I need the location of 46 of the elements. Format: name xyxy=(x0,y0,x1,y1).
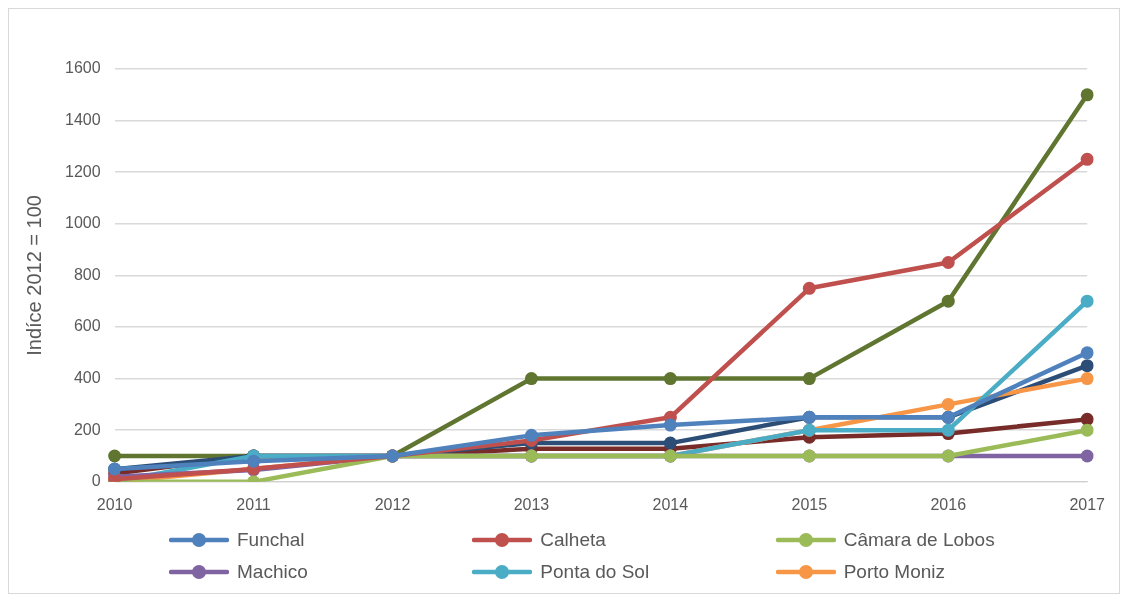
x-tick-label: 2014 xyxy=(652,495,689,513)
x-tick-label: 2015 xyxy=(791,495,828,513)
y-tick-label: 1600 xyxy=(65,59,101,77)
y-tick-label: 1400 xyxy=(65,111,101,129)
point xyxy=(941,256,955,269)
point xyxy=(1080,294,1094,308)
x-tick-label: 2011 xyxy=(236,495,271,513)
x-tick-label: 2012 xyxy=(374,495,411,513)
point xyxy=(1080,152,1094,166)
y-tick-label: 400 xyxy=(73,369,101,387)
point xyxy=(524,372,538,386)
x-tick-label: 2017 xyxy=(1069,495,1106,513)
point xyxy=(1080,449,1094,463)
y-tick-label: 1200 xyxy=(65,162,101,180)
legend-label: Machico xyxy=(237,561,308,583)
legend-label: Ponta do Sol xyxy=(540,561,650,583)
legend-label: Funchal xyxy=(237,529,305,551)
legend-label: Câmara de Lobos xyxy=(843,529,995,551)
x-tick-label: 2013 xyxy=(513,495,550,513)
point xyxy=(802,372,816,386)
legend-label: Calheta xyxy=(540,529,606,551)
point xyxy=(524,428,538,442)
y-tick-label: 0 xyxy=(91,472,101,490)
point xyxy=(941,397,955,411)
point xyxy=(1080,346,1094,360)
point xyxy=(1080,423,1094,437)
legend-label: Porto Moniz xyxy=(843,561,946,583)
x-tick-label: 2016 xyxy=(930,495,967,513)
point xyxy=(802,281,816,295)
point xyxy=(941,423,955,437)
y-axis-title: Indíce 2012 = 100 xyxy=(22,195,45,356)
point xyxy=(1080,372,1094,386)
point xyxy=(1080,359,1094,373)
point xyxy=(941,294,955,308)
point xyxy=(663,372,677,386)
point xyxy=(1080,88,1094,102)
point xyxy=(663,418,677,432)
point xyxy=(1080,412,1094,426)
y-tick-label: 200 xyxy=(73,420,101,438)
y-tick-label: 600 xyxy=(73,317,101,335)
point xyxy=(108,449,122,463)
point xyxy=(663,436,677,450)
point xyxy=(247,454,261,468)
y-tick-label: 800 xyxy=(73,265,101,283)
y-tick-label: 1000 xyxy=(65,214,101,232)
x-tick-label: 2010 xyxy=(96,495,133,513)
